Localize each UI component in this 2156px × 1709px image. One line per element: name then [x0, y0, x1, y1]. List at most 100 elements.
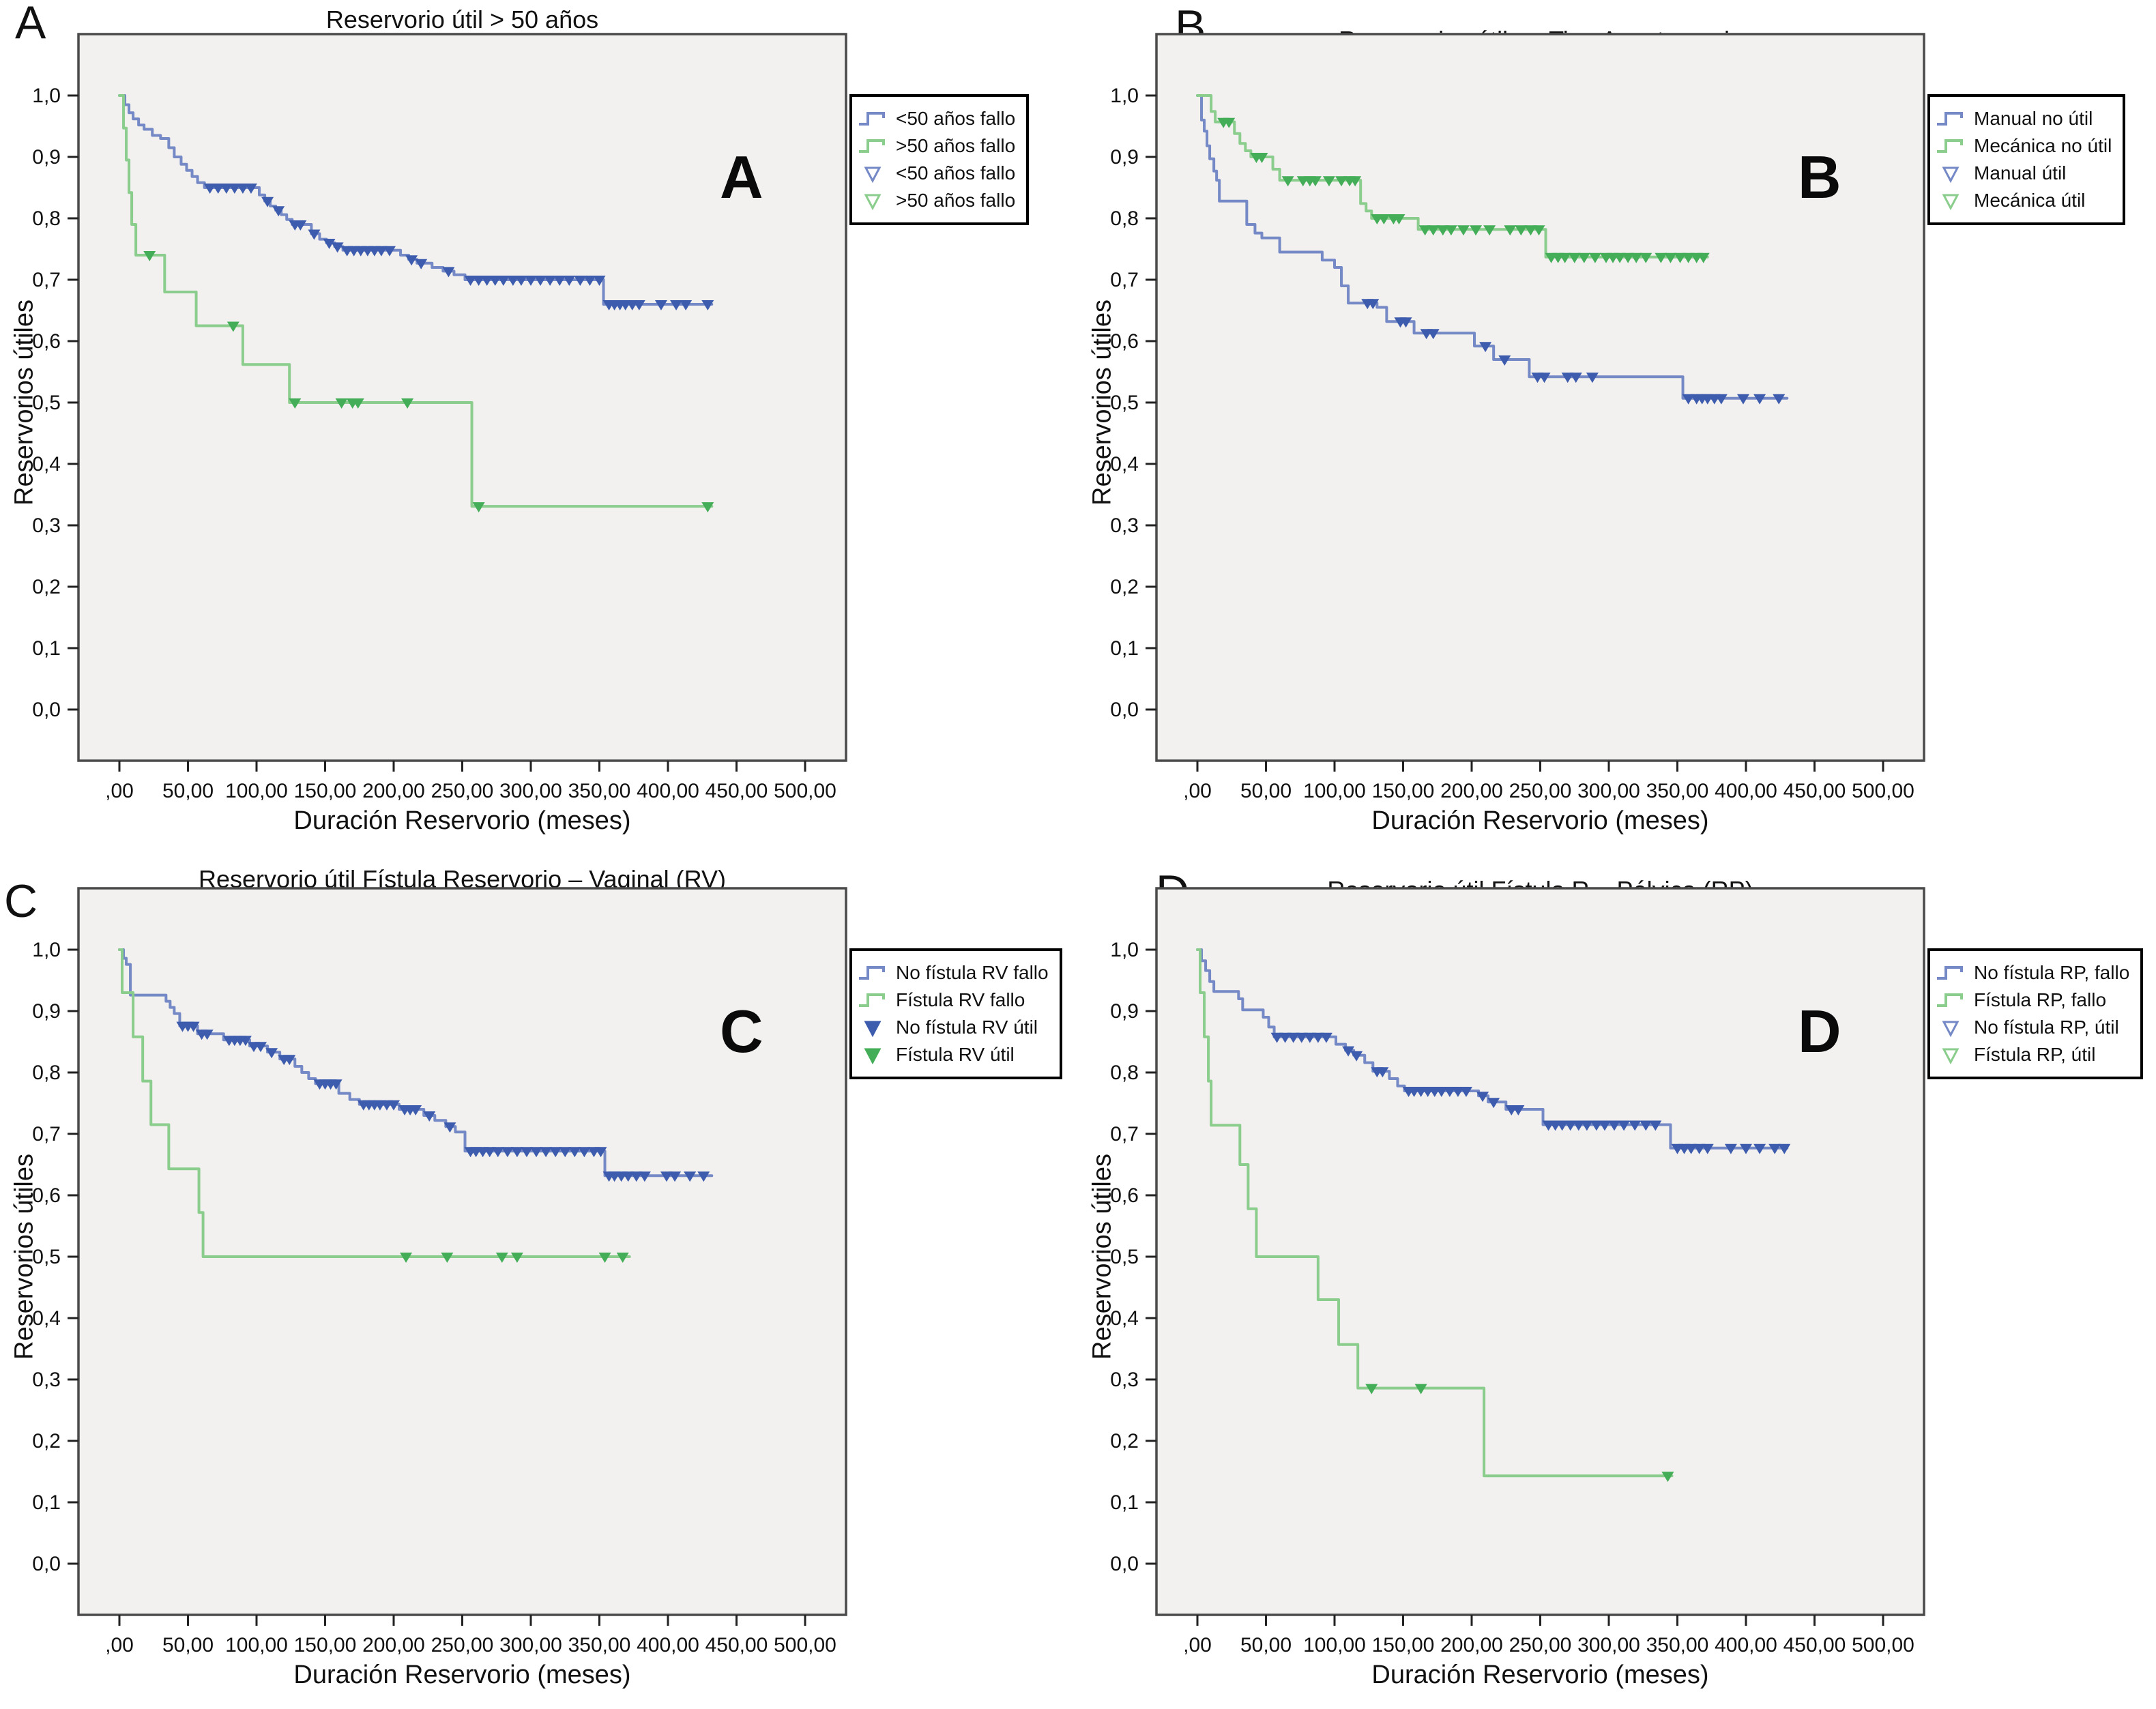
- y-tick-label: 0,9: [32, 1000, 61, 1023]
- y-tick-label: 0,3: [32, 514, 61, 537]
- censor-triangle-icon: [1444, 225, 1457, 236]
- x-axis-label: Duración Reservorio (meses): [1371, 1661, 1709, 1689]
- legend-entry: Manual no útil: [1936, 105, 2112, 132]
- censor-triangle-icon: [1393, 214, 1405, 224]
- censor-triangle-icon: [1320, 1032, 1332, 1043]
- x-tick-label: 100,00: [225, 780, 288, 802]
- legend-entry: Fístula RP, fallo: [1936, 987, 2129, 1014]
- censor-triangle-icon: [559, 1147, 572, 1158]
- censor-triangle-icon: [1572, 1120, 1585, 1131]
- y-tick-label: 0,6: [1110, 330, 1139, 353]
- censor-triangle-icon: [1255, 153, 1268, 163]
- censor-triangle-icon: [1561, 373, 1574, 383]
- censor-triangle-icon: [549, 1147, 562, 1158]
- x-tick-label: 150,00: [294, 780, 357, 802]
- censor-triangle-icon: [1629, 1120, 1642, 1131]
- censor-triangle-icon: [534, 276, 547, 286]
- censor-triangle-icon: [1685, 1143, 1698, 1154]
- inplot-panel-letter: B: [1798, 143, 1841, 211]
- censor-triangle-icon: [1682, 394, 1695, 405]
- censor-triangle-icon: [1512, 1105, 1525, 1115]
- step-line-icon: [859, 993, 885, 1007]
- x-tick-label: 400,00: [637, 780, 699, 802]
- censor-triangle-icon: [622, 1171, 635, 1182]
- y-tick-label: 0,0: [1110, 1553, 1139, 1575]
- y-tick-label: 0,7: [1110, 1123, 1139, 1145]
- y-tick-label: 0,6: [32, 330, 61, 353]
- censor-triangle-icon: [1476, 1092, 1489, 1102]
- legend-entry: No fístula RP, fallo: [1936, 959, 2129, 987]
- censor-triangle-icon: [1479, 342, 1492, 353]
- x-tick-label: 150,00: [294, 1634, 357, 1656]
- censor-markers-green: [1217, 117, 1710, 263]
- censor-triangle-icon: [616, 1253, 629, 1263]
- x-tick-label: 300,00: [1577, 1634, 1640, 1656]
- km-curve-green: [118, 948, 631, 1258]
- open-triangle-icon: [1942, 1048, 1960, 1065]
- censor-triangle-icon: [1459, 1087, 1472, 1097]
- legend-entry: <50 años fallo: [858, 105, 1015, 132]
- censor-triangle-icon: [497, 276, 510, 286]
- x-tick-label: 300,00: [1577, 780, 1640, 802]
- censor-triangle-icon: [294, 220, 307, 231]
- y-tick-label: 0,8: [1110, 1062, 1139, 1084]
- censor-triangle-icon: [472, 502, 485, 513]
- x-tick-label: 350,00: [1646, 780, 1709, 802]
- y-tick-label: 0,0: [32, 699, 61, 721]
- censor-triangle-icon: [323, 239, 336, 249]
- legend-entry: Fístula RV fallo: [858, 987, 1049, 1014]
- censor-triangle-icon: [1590, 1120, 1603, 1131]
- censor-triangle-icon: [1724, 1143, 1737, 1154]
- x-tick-label: ,00: [1183, 780, 1212, 802]
- open-triangle-icon: [864, 166, 882, 184]
- censor-triangle-icon: [423, 1111, 436, 1122]
- censor-triangle-icon: [1515, 225, 1528, 236]
- censor-markers-green: [400, 1253, 629, 1263]
- censor-triangle-icon: [495, 1253, 508, 1263]
- censor-triangle-icon: [1693, 1143, 1706, 1154]
- censor-triangle-icon: [553, 276, 566, 286]
- filled-triangle-icon: [864, 1048, 882, 1065]
- censor-markers-green: [1365, 1384, 1674, 1482]
- legend-entry-label: Manual útil: [1974, 162, 2067, 184]
- censor-triangle-icon: [563, 276, 576, 286]
- censor-triangle-icon: [1640, 1120, 1652, 1131]
- y-tick-label: 1,0: [1110, 939, 1139, 961]
- censor-triangle-icon: [514, 276, 527, 286]
- x-tick-label: 450,00: [1783, 780, 1846, 802]
- legend-entry: No fístula RP, útil: [1936, 1014, 2129, 1041]
- x-tick-label: 250,00: [1509, 780, 1572, 802]
- x-tick-label: 250,00: [431, 780, 494, 802]
- censor-triangle-icon: [388, 1100, 400, 1111]
- censor-triangle-icon: [1682, 252, 1695, 263]
- y-tick-label: 0,8: [1110, 207, 1139, 230]
- censor-triangle-icon: [405, 255, 418, 266]
- censor-triangle-icon: [491, 1147, 504, 1158]
- censor-triangle-icon: [1350, 1051, 1363, 1062]
- censor-triangle-icon: [1674, 252, 1687, 263]
- censor-triangle-icon: [401, 398, 414, 409]
- step-line-icon: [1937, 139, 1963, 153]
- censor-triangle-icon: [1614, 252, 1627, 263]
- censor-triangle-icon: [1498, 355, 1511, 366]
- km-curve-green: [1196, 948, 1674, 1478]
- x-tick-label: 400,00: [637, 1634, 699, 1656]
- censor-triangle-icon: [1568, 252, 1581, 263]
- censor-markers-blue: [1270, 1032, 1791, 1154]
- x-tick-label: 100,00: [1303, 1634, 1366, 1656]
- censor-triangle-icon: [1768, 1143, 1781, 1154]
- censor-triangle-icon: [1470, 225, 1483, 236]
- legend: Manual no útil Mecánica no útil Manual úti…: [1927, 94, 2126, 225]
- censor-triangle-icon: [506, 276, 519, 286]
- x-tick-label: 100,00: [1303, 780, 1366, 802]
- censor-triangle-icon: [593, 276, 606, 286]
- censor-triangle-icon: [1342, 1046, 1355, 1057]
- y-tick-label: 0,7: [32, 269, 61, 291]
- y-axis-ticks: 1,0 0,9 0,8 0,7 0,6 0,5 0,4 0,3 0,2 0,1 0,0: [1110, 85, 1156, 721]
- x-tick-label: 250,00: [1509, 1634, 1572, 1656]
- censor-triangle-icon: [220, 184, 233, 194]
- x-tick-label: 400,00: [1715, 780, 1777, 802]
- censor-triangle-icon: [483, 1147, 496, 1158]
- censor-triangle-icon: [660, 1171, 673, 1182]
